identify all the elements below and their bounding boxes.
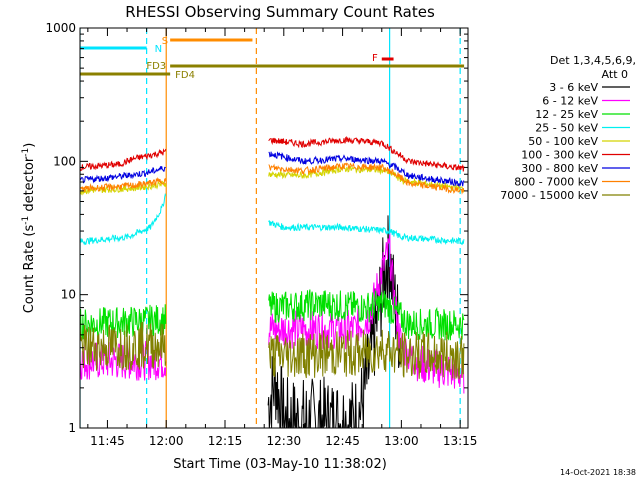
plot-area [80, 28, 465, 428]
legend-label: 3 - 6 keV [549, 81, 598, 94]
series-line [80, 136, 465, 172]
legend-label: 25 - 50 keV [535, 122, 598, 135]
series-line [267, 215, 402, 428]
series-line [80, 164, 465, 196]
marker-label: FD3 [146, 61, 166, 72]
legend-label: 7000 - 15000 keV [500, 189, 598, 202]
y-axis-label: Count Rate (s-1 detector-1) [21, 143, 37, 314]
y-tick-label: 1000 [45, 21, 76, 35]
legend-label: 50 - 100 keV [528, 135, 598, 148]
chart-title: RHESSI Observing Summary Count Rates [125, 3, 435, 21]
series-line [80, 321, 465, 380]
marker-label: N [155, 44, 162, 55]
x-tick-label: 13:15 [443, 434, 478, 448]
legend-header-line1: Det 1,3,4,5,6,9, [550, 54, 636, 67]
series-line [80, 289, 465, 341]
series-line [80, 162, 465, 195]
series-line [80, 192, 465, 246]
x-axis: 11:45 12:00 12:15 12:30 12:45 13:00 13:15 [87, 28, 478, 448]
x-tick-label: 12:00 [149, 434, 184, 448]
y-tick-label: 1 [68, 421, 76, 435]
x-tick-label: 12:15 [208, 434, 243, 448]
legend-label: 12 - 25 keV [535, 108, 598, 121]
plot-frame [79, 27, 469, 429]
series-line [80, 151, 465, 188]
marker-label: F [372, 53, 378, 64]
x-axis-label: Start Time (03-May-10 11:38:02) [173, 457, 387, 472]
marker-label: S [162, 36, 168, 47]
legend-header-line2: Att 0 [602, 68, 628, 81]
y-tick-label: 10 [61, 288, 76, 302]
legend-label: 100 - 300 keV [521, 149, 598, 162]
legend-label: 800 - 7000 keV [514, 176, 598, 189]
legend-label: 6 - 12 keV [542, 95, 598, 108]
timestamp: 14-Oct-2021 18:38 [560, 468, 636, 477]
x-tick-label: 12:30 [267, 434, 302, 448]
marker-label: FD4 [175, 70, 195, 81]
x-tick-label: 11:45 [90, 434, 125, 448]
y-tick-label: 100 [53, 154, 76, 168]
x-tick-label: 12:45 [325, 434, 360, 448]
x-tick-label: 13:00 [384, 434, 419, 448]
legend-label: 300 - 800 keV [521, 162, 598, 175]
y-axis: 1 10 100 1000 [45, 21, 468, 435]
